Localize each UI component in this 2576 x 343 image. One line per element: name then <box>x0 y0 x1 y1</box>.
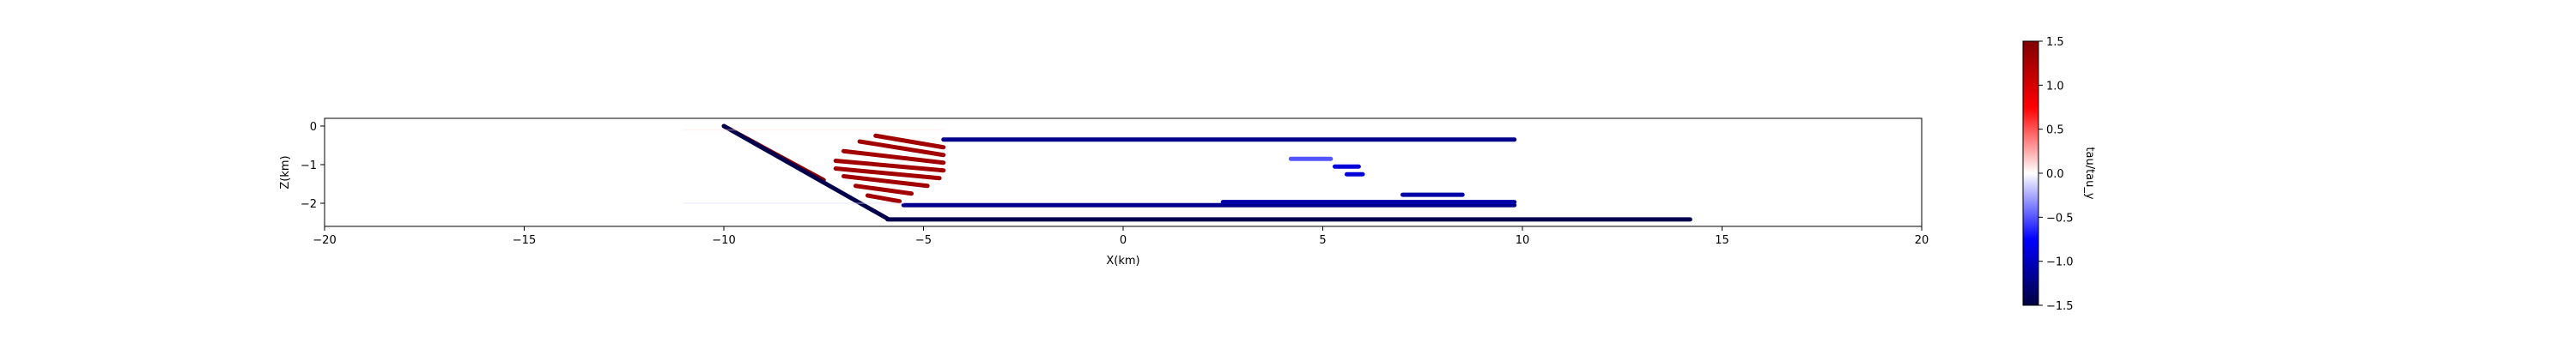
marks <box>683 123 1692 222</box>
colorbar-tick-label: −1.0 <box>2046 256 2074 269</box>
point-group-9 <box>841 148 946 165</box>
plot-background <box>325 118 1922 226</box>
point-group-1 <box>721 123 890 221</box>
x-tick-label: −20 <box>313 234 336 247</box>
colorbar-ticks: 1.5 1.0 0.5 0.0 −0.5 −1.0 −1.5 <box>2038 36 2074 313</box>
colorbar-label: tau/tau_y <box>2083 147 2096 199</box>
y-tick-label: 0 <box>310 121 317 134</box>
x-tick-label: −15 <box>513 234 536 247</box>
point-group-13 <box>853 184 914 196</box>
x-axis-label: X(km) <box>1106 255 1139 268</box>
point-group-14 <box>865 193 902 204</box>
point-group-7 <box>873 133 946 150</box>
colorbar-tick-label: 0.5 <box>2046 124 2064 137</box>
x-tick-label: 20 <box>1915 234 1929 247</box>
plot-area: −20 −15 −10 −5 0 5 10 15 20 0 −1 −2 X(km) Z(km) <box>279 117 1929 268</box>
point-group-8 <box>857 139 946 158</box>
x-tick-label: 5 <box>1319 234 1326 247</box>
point-group-11 <box>833 166 942 181</box>
y-axis: 0 −1 −2 <box>301 121 325 211</box>
y-tick-label: −1 <box>301 159 317 172</box>
colorbar-tick-label: 1.5 <box>2046 36 2064 49</box>
y-axis-label: Z(km) <box>279 155 292 189</box>
colorbar-tick-label: 1.0 <box>2046 80 2064 93</box>
x-tick-label: 15 <box>1715 234 1729 247</box>
colorbar-tick-label: −0.5 <box>2046 212 2074 225</box>
x-tick-label: −10 <box>712 234 735 247</box>
x-axis: −20 −15 −10 −5 0 5 10 15 20 <box>313 226 1929 247</box>
x-tick-label: −5 <box>915 234 932 247</box>
colorbar-tick-label: −1.5 <box>2046 300 2074 313</box>
point-group-12 <box>841 174 930 189</box>
x-tick-label: 0 <box>1120 234 1127 247</box>
y-tick-label: −2 <box>301 198 317 211</box>
x-tick-label: 10 <box>1516 234 1530 247</box>
colorbar: 1.5 1.0 0.5 0.0 −0.5 −1.0 −1.5 tau/tau_y <box>2022 36 2096 313</box>
point-group-10 <box>833 159 946 173</box>
colorbar-tick-label: 0.0 <box>2046 168 2064 181</box>
colorbar-gradient <box>2022 40 2039 306</box>
